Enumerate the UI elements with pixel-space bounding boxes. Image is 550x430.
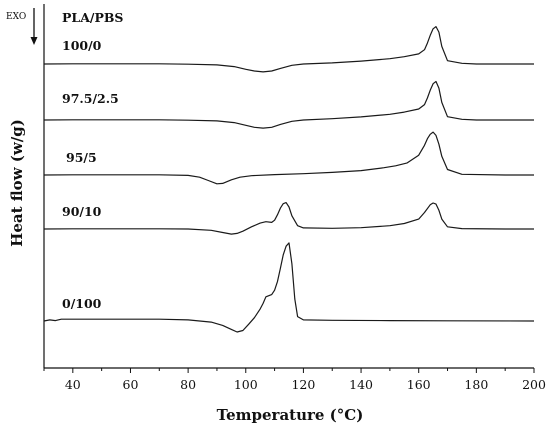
exo-arrow-icon <box>30 37 38 45</box>
exo-indicator: EXO <box>6 8 38 45</box>
y-axis-title: Heat flow (w/g) <box>8 119 26 247</box>
x-tick-label-120: 120 <box>291 377 315 392</box>
curves <box>43 26 535 333</box>
curve-90-10 <box>43 202 534 235</box>
x-axis: 40 60 80 100 120 140 160 180 200 <box>43 368 546 392</box>
x-tick-label-100: 100 <box>234 377 258 392</box>
x-tick-label-60: 60 <box>123 377 139 392</box>
curve-labels: 100/0 97.5/2.5 95/5 90/10 0/100 <box>62 38 119 311</box>
x-tick-label-40: 40 <box>65 377 81 392</box>
exo-label: EXO <box>6 12 26 22</box>
curve-label-95-5: 95/5 <box>66 150 97 165</box>
legend-title: PLA/PBS <box>62 10 123 25</box>
x-tick-label-80: 80 <box>180 377 196 392</box>
x-tick-label-140: 140 <box>349 377 373 392</box>
curve-100-0 <box>43 26 534 73</box>
x-tick-label-160: 160 <box>407 377 431 392</box>
curve-95-5 <box>43 131 534 185</box>
curve-0-100 <box>43 242 535 333</box>
x-tick-label-200: 200 <box>522 377 546 392</box>
x-axis-title: Temperature (°C) <box>217 406 364 424</box>
plot-frame <box>43 4 534 369</box>
curve-label-90-10: 90/10 <box>62 204 102 219</box>
curve-label-97-5-2-5: 97.5/2.5 <box>62 91 119 106</box>
curve-label-0-100: 0/100 <box>62 296 102 311</box>
curve-97-5-2-5 <box>43 80 534 129</box>
x-tick-label-180: 180 <box>464 377 488 392</box>
curve-label-100-0: 100/0 <box>62 38 102 53</box>
